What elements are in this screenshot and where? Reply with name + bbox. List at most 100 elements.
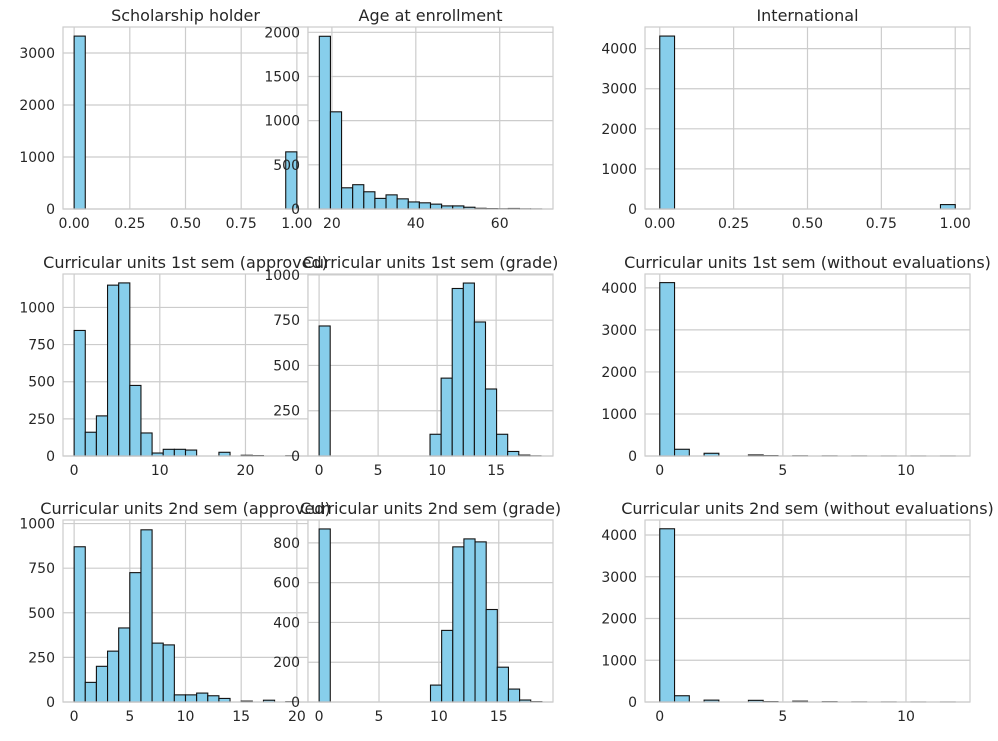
y-tick-label: 500 — [28, 375, 55, 391]
histogram-bar — [95, 665, 109, 703]
histogram-bar — [73, 329, 86, 457]
x-tick-label: 0.00 — [644, 216, 675, 232]
x-tick-label: 5 — [778, 463, 787, 479]
y-tick-label: 0 — [46, 449, 55, 465]
x-tick-label: 5 — [374, 463, 383, 479]
histogram-bar — [73, 35, 86, 210]
histogram-bar — [507, 688, 521, 703]
x-tick-label: 15 — [232, 709, 250, 725]
plot-area — [308, 27, 553, 209]
subplot-8: 0 5 10 15 0 200 400 600 800 Curricular units 2nd … — [273, 499, 561, 725]
x-tick-label: 10 — [428, 463, 446, 479]
y-tick-label: 3000 — [601, 82, 637, 98]
histogram-bar — [162, 644, 175, 703]
histogram-bar — [473, 321, 487, 457]
x-tick-label: 15 — [487, 463, 505, 479]
histogram-bar — [429, 203, 443, 210]
histogram-bar — [341, 187, 354, 210]
plot-frame — [644, 519, 971, 703]
x-tick-label: 5 — [778, 709, 787, 725]
x-tick-label: 60 — [491, 216, 509, 232]
histogram-bar — [939, 204, 956, 210]
y-tick-label: 1000 — [19, 517, 55, 533]
x-tick-label: 0.00 — [59, 216, 90, 232]
histogram-bar — [440, 377, 453, 457]
histogram-bar — [352, 184, 365, 210]
subplot-title: International — [756, 6, 858, 25]
x-tick-label: 10 — [897, 709, 915, 725]
histogram-bar — [151, 642, 164, 703]
y-tick-label: 4000 — [601, 281, 637, 297]
x-tick-label: 0 — [315, 709, 324, 725]
histogram-bar — [318, 35, 331, 210]
x-tick-label: 0 — [315, 463, 324, 479]
histogram-bar — [118, 282, 131, 457]
subplot-1: 0.00 0.25 0.50 0.75 1.000100020003000Scholar… — [19, 6, 312, 232]
histogram-bar — [73, 546, 86, 703]
y-tick-label: 600 — [273, 576, 300, 592]
x-tick-label: 0.75 — [226, 216, 257, 232]
plot-area — [645, 520, 970, 702]
y-tick-label: 0 — [628, 695, 637, 711]
subplot-title: Curricular units 2nd sem (without evalua… — [621, 499, 994, 518]
subplot-title: Scholarship holder — [111, 6, 260, 25]
histogram-bar — [329, 111, 343, 210]
plot-area — [645, 274, 970, 456]
x-tick-label: 1.00 — [940, 216, 971, 232]
subplot-title: Curricular units 2nd sem (grade) — [300, 499, 561, 518]
histogram-bar — [84, 431, 97, 457]
plot-frame — [307, 26, 554, 210]
x-tick-label: 10 — [897, 463, 915, 479]
histogram-bar — [451, 287, 464, 457]
histogram-bar — [407, 201, 420, 210]
histogram-bar — [84, 681, 97, 703]
plot-frame — [644, 273, 971, 457]
histogram-bar — [463, 538, 476, 703]
y-tick-label: 1000 — [601, 162, 637, 178]
subplot-title: Age at enrollment — [359, 6, 503, 25]
y-tick-label: 800 — [273, 536, 300, 552]
y-tick-label: 0 — [291, 449, 300, 465]
histogram-bar — [173, 694, 187, 703]
histogram-bar — [507, 450, 520, 457]
x-tick-label: 0.75 — [866, 216, 897, 232]
x-tick-label: 0 — [70, 709, 79, 725]
plot-frame — [644, 26, 971, 210]
histogram-bar — [318, 528, 331, 703]
plot-frame — [307, 519, 554, 703]
x-tick-label: 20 — [237, 463, 255, 479]
x-tick-label: 0 — [655, 709, 664, 725]
y-tick-label: 200 — [273, 655, 300, 671]
y-tick-label: 0 — [291, 695, 300, 711]
histogram-bar — [474, 541, 487, 703]
histogram-bar — [106, 284, 120, 457]
histogram-bar — [140, 432, 153, 457]
x-tick-label: 5 — [125, 709, 134, 725]
y-tick-label: 750 — [28, 338, 55, 354]
x-tick-label: 0 — [70, 463, 79, 479]
y-tick-label: 1000 — [19, 300, 55, 316]
y-tick-label: 4000 — [601, 42, 637, 58]
histogram-bar — [318, 325, 331, 457]
y-tick-label: 250 — [28, 412, 55, 428]
histogram-bar — [659, 282, 676, 457]
histogram-bar — [429, 684, 443, 703]
x-tick-label: 10 — [177, 709, 195, 725]
histogram-bar — [140, 529, 153, 703]
histogram-bar — [184, 449, 198, 457]
histogram-bar — [452, 546, 465, 703]
x-tick-label: 10 — [151, 463, 169, 479]
y-tick-label: 1500 — [264, 69, 300, 85]
histogram-bar — [363, 191, 376, 210]
histogram-bar — [196, 692, 209, 703]
y-tick-label: 1000 — [264, 114, 300, 130]
histogram-bar — [129, 384, 142, 457]
y-tick-label: 2000 — [601, 122, 637, 138]
x-tick-label: 0.50 — [170, 216, 201, 232]
histogram-bar — [485, 608, 498, 703]
x-tick-label: 20 — [323, 216, 341, 232]
y-tick-label: 1000 — [264, 268, 300, 284]
y-tick-label: 3000 — [19, 46, 55, 62]
subplot-2: 20 40 60 0 500 1000 1500 2000 Age at enrollment — [264, 6, 554, 232]
y-tick-label: 4000 — [601, 528, 637, 544]
